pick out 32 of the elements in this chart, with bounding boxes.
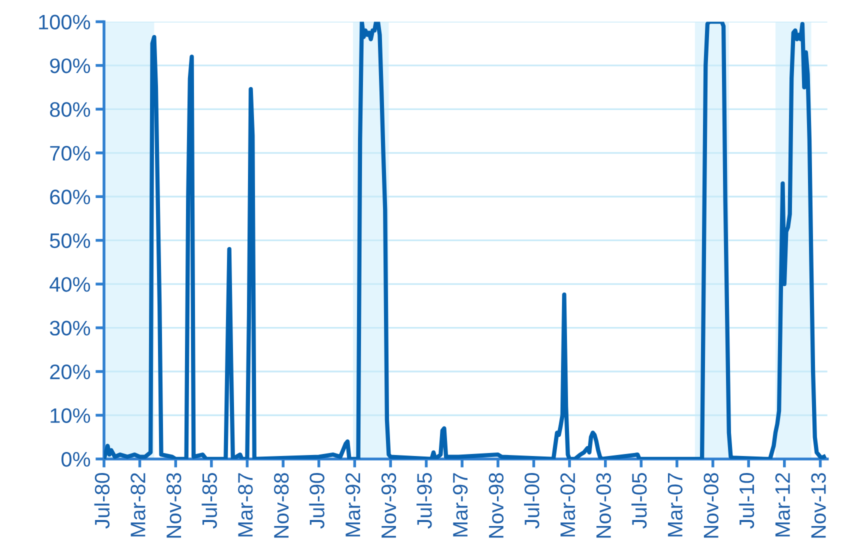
x-tick-label: Mar-97 xyxy=(452,473,468,536)
y-tick-label: 90% xyxy=(50,58,90,74)
x-tick-label: Nov-03 xyxy=(596,473,611,538)
x-tick-label: Mar-07 xyxy=(668,473,683,536)
y-tick-label: 80% xyxy=(50,102,90,117)
y-tick-label: 30% xyxy=(50,320,90,336)
y-tick-label: 50% xyxy=(50,233,90,248)
y-tick-label: 0% xyxy=(62,452,90,467)
x-tick-label: Jul-10 xyxy=(738,472,754,529)
x-tick-label: Mar-02 xyxy=(560,473,576,536)
x-tick-label: Jul-00 xyxy=(524,472,540,529)
x-tick-label: Jul-95 xyxy=(416,473,432,529)
y-tick-label: 20% xyxy=(50,364,90,380)
y-tick-label: 100% xyxy=(39,14,90,30)
x-tick-label: Jul-05 xyxy=(631,473,647,529)
x-tick-label: Mar-12 xyxy=(775,473,790,536)
x-tick-label: Mar-92 xyxy=(346,473,360,536)
x-tick-label: Nov-93 xyxy=(381,473,396,538)
y-tick-label: 60% xyxy=(50,190,90,204)
x-tick-label: Jul-90 xyxy=(309,472,324,529)
x-tick-label: Nov-88 xyxy=(274,473,289,538)
x-tick-label: Nov-08 xyxy=(704,473,718,538)
y-tick-label: 10% xyxy=(50,408,90,423)
x-tick-label: Mar-82 xyxy=(130,473,146,536)
x-tick-label: Nov-98 xyxy=(488,473,504,538)
x-tick-label: Mar-87 xyxy=(238,473,253,536)
y-tick-label: 40% xyxy=(50,277,90,292)
x-tick-label: Nov-83 xyxy=(166,473,182,538)
x-tick-label: Nov-13 xyxy=(811,473,826,538)
x-tick-label: Jul-85 xyxy=(202,473,218,529)
y-tick-label: 70% xyxy=(50,146,90,161)
x-tick-label: Jul-80 xyxy=(94,472,110,529)
